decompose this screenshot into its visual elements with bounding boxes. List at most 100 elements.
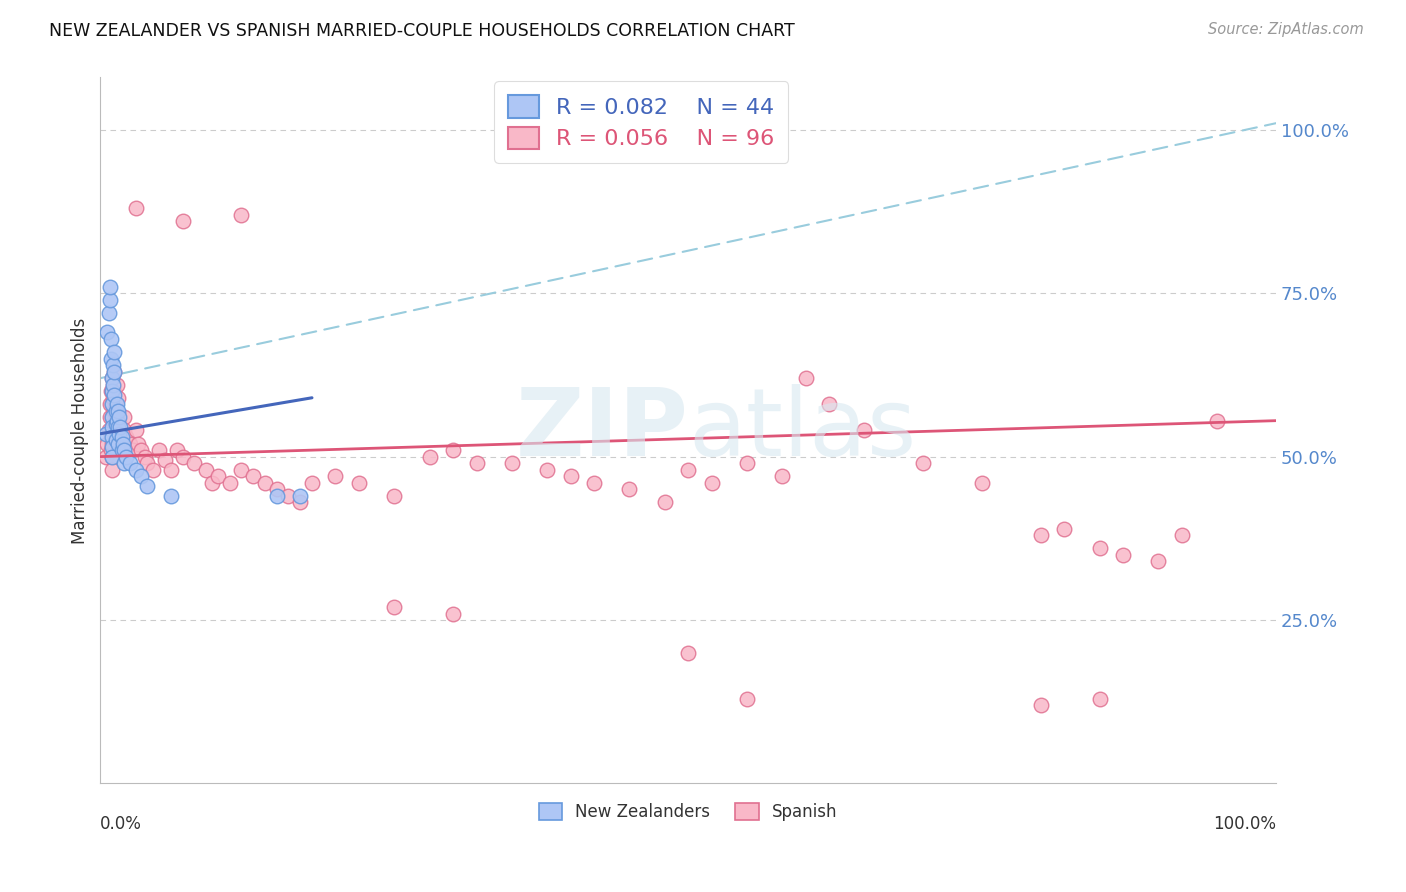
Point (100, 443, 122, 458)
Point (1112, 548, 1135, 562)
Point (101, 450, 124, 464)
Point (101, 420, 124, 434)
Point (97, 424, 120, 438)
Point (347, 475, 370, 490)
Point (153, 453, 176, 467)
Point (770, 469, 793, 483)
Point (100, 430, 122, 444)
Point (382, 489, 405, 503)
Point (107, 391, 129, 405)
Point (325, 469, 347, 483)
Point (1171, 528, 1194, 542)
Point (735, 456, 758, 470)
Point (101, 371, 124, 385)
Point (103, 358, 125, 372)
Point (127, 436, 149, 450)
Point (104, 434, 127, 448)
Point (101, 436, 124, 450)
Point (148, 443, 170, 458)
Point (115, 430, 138, 444)
Point (536, 463, 558, 477)
Point (418, 450, 440, 464)
Point (101, 410, 124, 425)
Text: atlas: atlas (688, 384, 917, 476)
Point (124, 463, 146, 477)
Point (195, 463, 218, 477)
Point (101, 384, 124, 399)
Point (172, 450, 194, 464)
Point (118, 456, 141, 470)
Point (172, 214, 194, 228)
Point (183, 456, 205, 470)
Point (654, 495, 676, 509)
Point (166, 443, 188, 458)
Point (105, 397, 128, 411)
Point (301, 475, 323, 490)
Point (105, 414, 128, 428)
Text: 100.0%: 100.0% (1213, 815, 1277, 833)
Point (118, 436, 141, 450)
Point (583, 475, 606, 490)
Point (97, 306, 120, 320)
Point (103, 365, 125, 379)
Point (253, 475, 276, 490)
Point (676, 646, 699, 660)
Point (266, 489, 288, 503)
Point (441, 443, 464, 458)
Point (136, 456, 159, 470)
Point (290, 489, 312, 503)
Point (382, 599, 405, 614)
Point (103, 384, 125, 399)
Point (104, 404, 127, 418)
Point (100, 332, 122, 346)
Point (107, 420, 129, 434)
Point (110, 420, 132, 434)
Point (700, 475, 723, 490)
Point (107, 436, 129, 450)
Point (103, 345, 125, 359)
Point (218, 475, 240, 490)
Point (101, 371, 124, 385)
Point (101, 424, 124, 438)
Y-axis label: Married-couple Households: Married-couple Households (72, 318, 89, 543)
Text: ZIP: ZIP (515, 384, 688, 476)
Point (142, 463, 165, 477)
Point (1147, 554, 1170, 568)
Point (112, 443, 135, 458)
Point (1088, 691, 1111, 706)
Point (201, 475, 224, 490)
Point (124, 201, 146, 215)
Point (124, 424, 146, 438)
Text: 0.0%: 0.0% (100, 815, 142, 833)
Point (101, 430, 124, 444)
Point (231, 208, 253, 222)
Point (853, 424, 876, 438)
Point (131, 443, 153, 458)
Text: NEW ZEALANDER VS SPANISH MARRIED-COUPLE HOUSEHOLDS CORRELATION CHART: NEW ZEALANDER VS SPANISH MARRIED-COUPLE … (49, 22, 794, 40)
Point (103, 387, 125, 401)
Point (560, 469, 582, 483)
Point (1029, 698, 1052, 712)
Point (104, 430, 127, 444)
Point (103, 377, 125, 392)
Point (501, 456, 523, 470)
Point (735, 691, 758, 706)
Point (98, 397, 121, 411)
Point (136, 479, 159, 493)
Point (100, 351, 122, 366)
Point (108, 414, 131, 428)
Text: Source: ZipAtlas.com: Source: ZipAtlas.com (1208, 22, 1364, 37)
Point (970, 475, 993, 490)
Point (131, 469, 153, 483)
Point (112, 456, 135, 470)
Point (122, 443, 145, 458)
Point (96, 436, 118, 450)
Point (619, 483, 641, 497)
Point (1029, 528, 1052, 542)
Point (104, 397, 127, 411)
Point (105, 377, 128, 392)
Point (110, 424, 132, 438)
Point (103, 391, 125, 405)
Point (266, 483, 288, 497)
Point (98, 279, 121, 293)
